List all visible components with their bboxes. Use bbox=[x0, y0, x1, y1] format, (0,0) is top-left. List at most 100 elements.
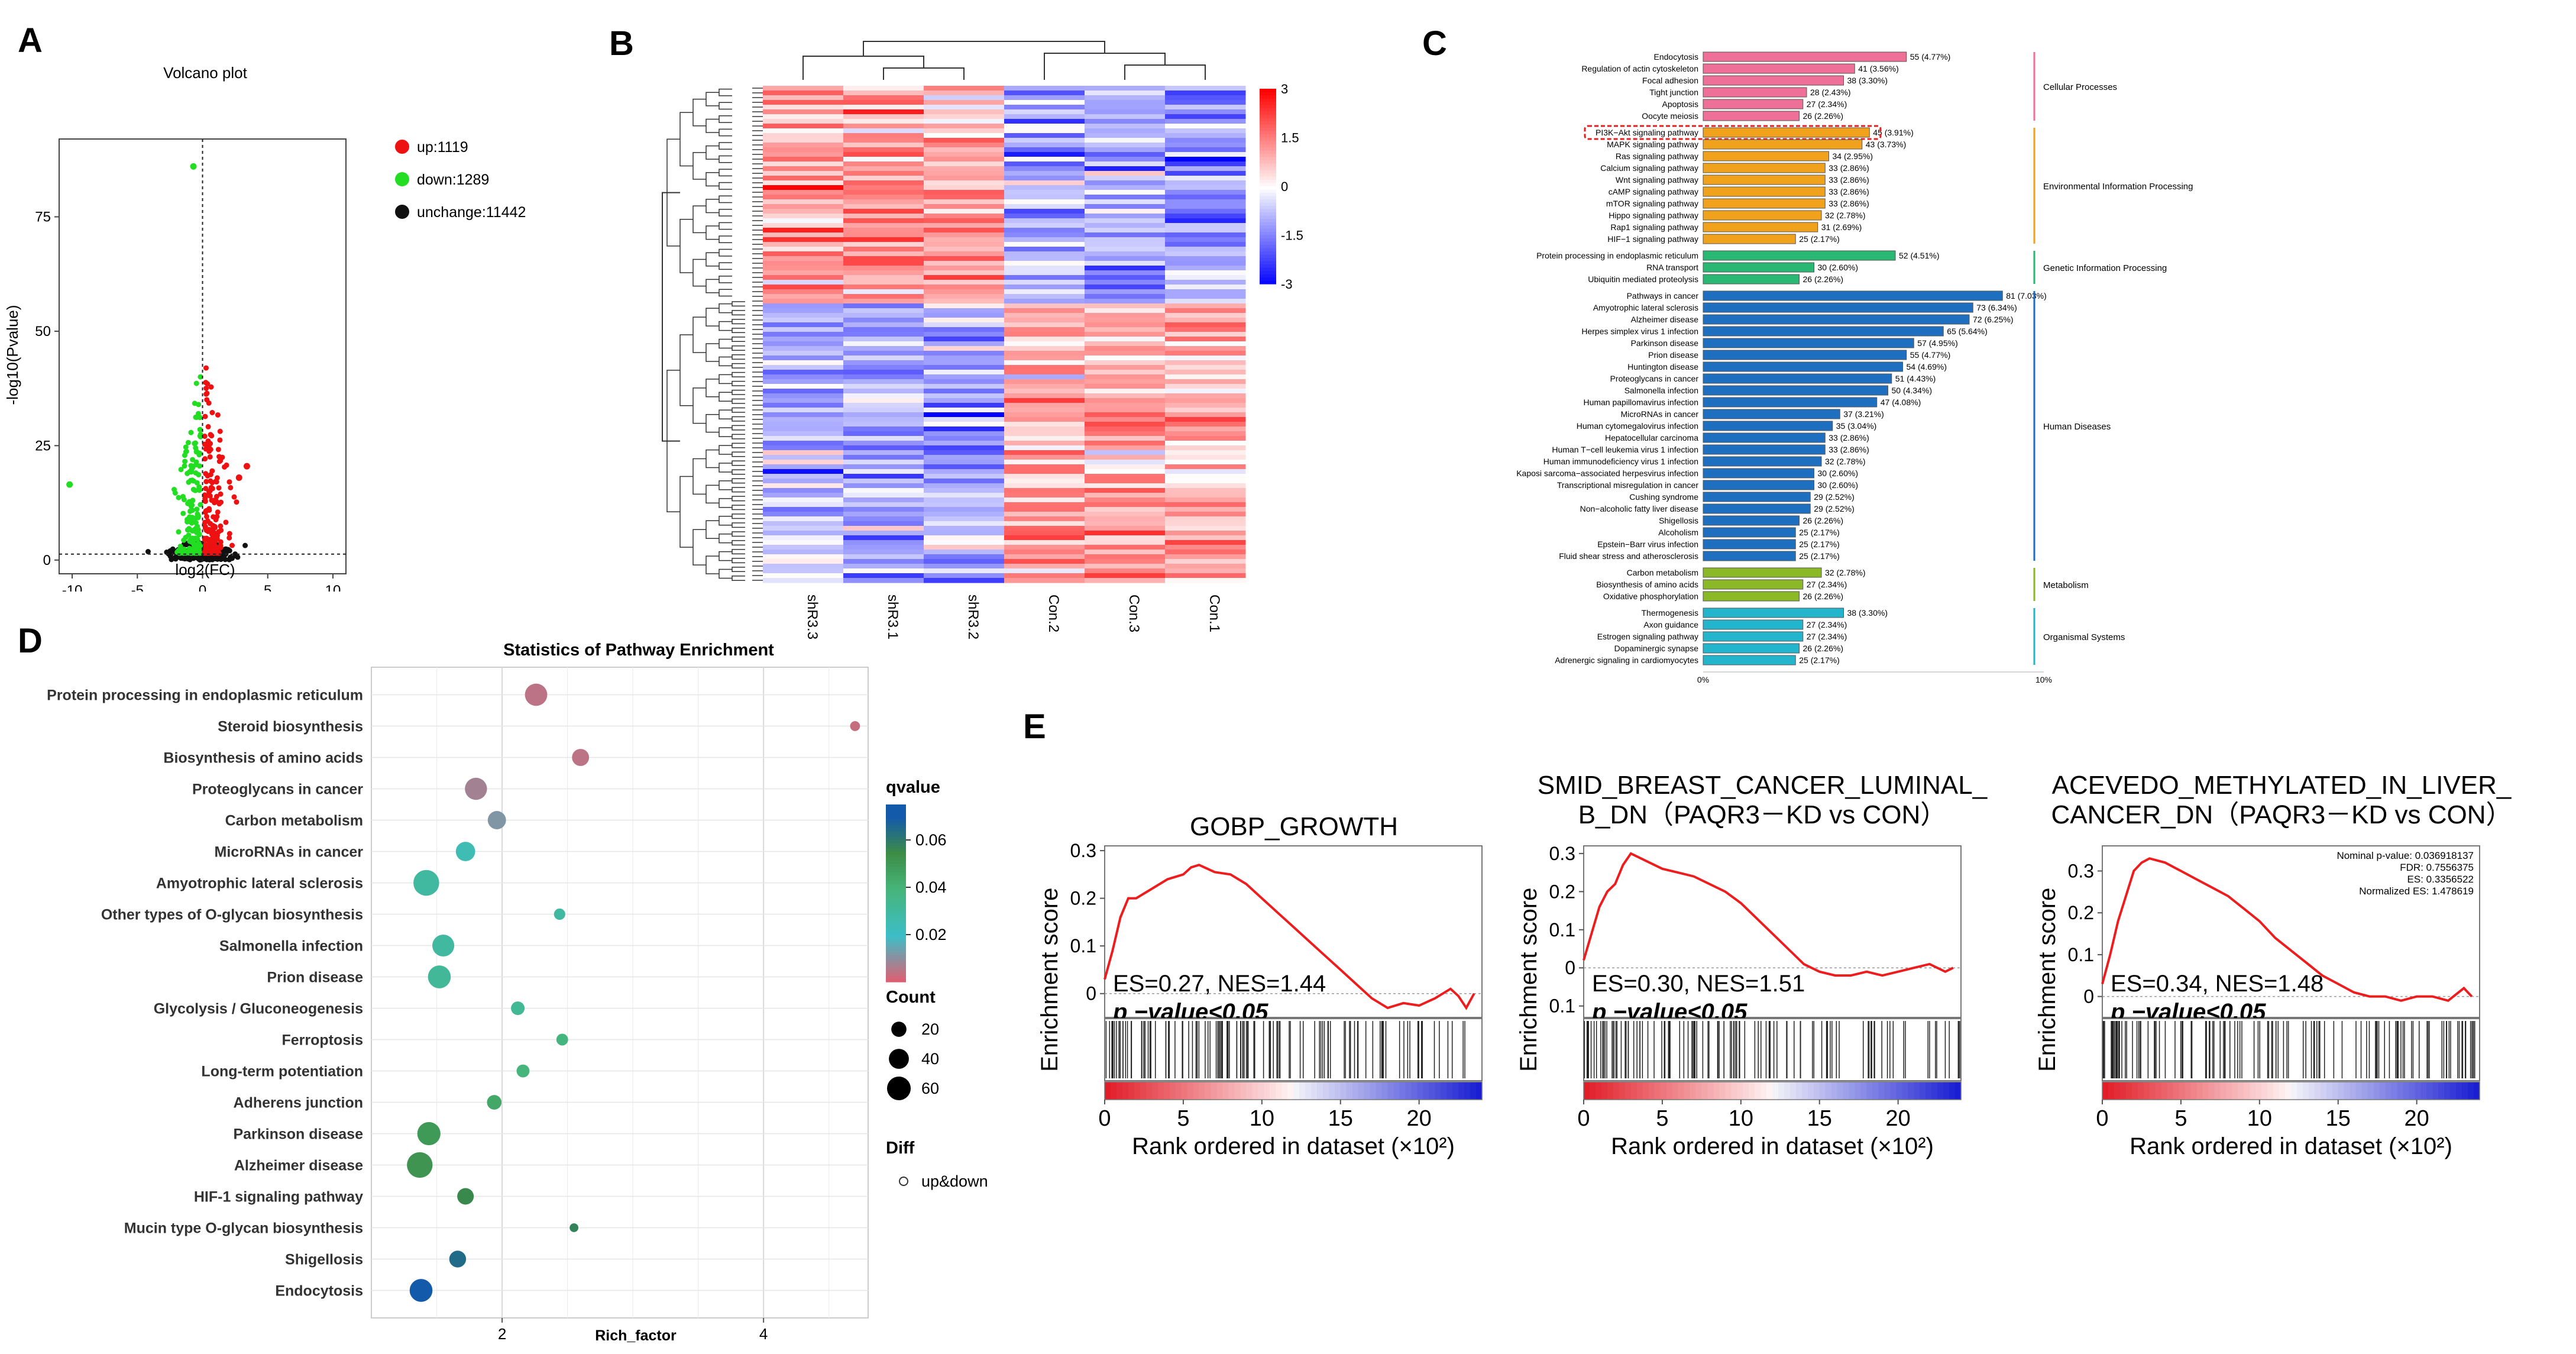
heatmap-cell bbox=[843, 341, 924, 347]
gsea-rank-gradient bbox=[1707, 1082, 1714, 1100]
heatmap-cell bbox=[924, 398, 1005, 403]
heatmap-cell bbox=[1004, 143, 1085, 148]
kegg-bar-label: Oxidative phosphorylation bbox=[1603, 592, 1698, 601]
dendrogram-branch bbox=[719, 568, 732, 579]
heatmap-cell bbox=[1004, 114, 1085, 119]
heatmap-cell bbox=[1004, 488, 1085, 493]
heatmap-cell bbox=[1165, 261, 1246, 266]
heatmap-cell bbox=[843, 124, 924, 129]
heatmap-cell bbox=[1165, 464, 1246, 470]
heatmap-cell bbox=[843, 464, 924, 470]
kegg-bar bbox=[1703, 51, 1907, 62]
gsea-rank-gradient bbox=[1884, 1082, 1891, 1100]
heatmap-cell bbox=[763, 493, 844, 498]
gsea-rank-gradient bbox=[1766, 1082, 1773, 1100]
heatmap-cell bbox=[924, 516, 1005, 522]
heatmap-cell bbox=[924, 128, 1005, 134]
heatmap-cell bbox=[843, 138, 924, 143]
bubble-title: Statistics of Pathway Enrichment bbox=[503, 641, 774, 660]
heatmap-cell bbox=[924, 261, 1005, 266]
heatmap-cell bbox=[1085, 445, 1166, 451]
gsea-y-tick-label: 0.2 bbox=[1070, 888, 1096, 909]
heatmap-cell bbox=[924, 190, 1005, 195]
volcano-point-down bbox=[197, 415, 203, 421]
gsea-rank-gradient bbox=[2361, 1082, 2368, 1100]
heatmap-cell bbox=[1004, 270, 1085, 276]
heatmap-cell bbox=[1165, 180, 1246, 186]
kegg-bar-value: 26 (2.26%) bbox=[1803, 592, 1843, 601]
heatmap-cell bbox=[763, 554, 844, 560]
heatmap-cell bbox=[1085, 464, 1166, 470]
heatmap-cell bbox=[843, 337, 924, 342]
qvalue-colorbar-segment bbox=[886, 943, 906, 947]
volcano-plot: Volcano plot -10 -5 0 5 10 0 25 50 75 -log10(Pva… bbox=[4, 64, 526, 592]
dendrogram-branch bbox=[719, 128, 732, 137]
kegg-bar-label: Ubiquitin mediated proteolysis bbox=[1588, 274, 1698, 284]
dendrogram-branch bbox=[719, 155, 732, 163]
volcano-x-tick-label: 10 bbox=[325, 583, 341, 592]
heatmap-cell bbox=[924, 171, 1005, 176]
kegg-bar-label: Parkinson disease bbox=[1631, 338, 1699, 348]
heatmap-cell bbox=[843, 412, 924, 418]
count-legend-marker bbox=[891, 1022, 907, 1037]
heatmap-cell bbox=[1085, 474, 1166, 479]
heatmap-cell bbox=[1004, 479, 1085, 484]
volcano-point-unchange bbox=[226, 548, 232, 554]
heatmap-cell bbox=[924, 157, 1005, 162]
heatmap-cell bbox=[763, 308, 844, 314]
heatmap-cell bbox=[1004, 351, 1085, 356]
count-legend-title: Count bbox=[886, 988, 936, 1007]
colorbar-segment bbox=[1260, 131, 1276, 135]
heatmap-cell bbox=[763, 365, 844, 370]
heatmap-cell bbox=[924, 124, 1005, 129]
gsea-rank-gradient bbox=[1270, 1082, 1276, 1100]
dendrogram-branch bbox=[706, 172, 719, 187]
gsea-rank-gradient bbox=[2415, 1082, 2421, 1100]
heatmap-cell bbox=[1004, 128, 1085, 134]
heatmap-cell bbox=[1165, 365, 1246, 370]
gsea-rank-gradient bbox=[1737, 1082, 1743, 1100]
heatmap-cell bbox=[1165, 545, 1246, 550]
gsea-rank-gradient bbox=[1719, 1082, 1726, 1100]
gsea-rank-gradient bbox=[2179, 1082, 2186, 1100]
gsea-rank-gradient bbox=[2173, 1082, 2180, 1100]
heatmap-cell bbox=[924, 166, 1005, 172]
qvalue-colorbar-segment bbox=[886, 929, 906, 932]
dendrogram-branch bbox=[719, 115, 732, 123]
heatmap-cell bbox=[1085, 322, 1166, 328]
heatmap-column-label: Con.3 bbox=[1126, 594, 1142, 632]
dendrogram-branch bbox=[719, 235, 732, 244]
heatmap-cell bbox=[1085, 497, 1166, 503]
heatmap-cell bbox=[924, 214, 1005, 219]
gsea-rank-gradient bbox=[2261, 1082, 2268, 1100]
qvalue-colorbar-segment bbox=[886, 902, 906, 906]
heatmap-cell bbox=[1004, 483, 1085, 489]
heatmap-cell bbox=[843, 483, 924, 489]
heatmap-cell bbox=[1085, 398, 1166, 403]
colorbar-segment bbox=[1260, 215, 1276, 219]
gsea-hits-frame bbox=[1104, 1018, 1483, 1081]
gsea-rank-gradient bbox=[1896, 1082, 1902, 1100]
dendrogram-branch bbox=[732, 345, 745, 351]
heatmap-cell bbox=[1165, 232, 1246, 238]
heatmap-cell bbox=[1165, 550, 1246, 555]
heatmap-cell bbox=[1165, 285, 1246, 290]
heatmap-cell bbox=[924, 266, 1005, 271]
heatmap-cell bbox=[763, 351, 844, 356]
kegg-bar-value: 28 (2.43%) bbox=[1810, 88, 1850, 97]
heatmap-cell bbox=[1165, 332, 1246, 337]
kegg-bar-label: Alzheimer disease bbox=[1631, 315, 1699, 324]
volcano-point-up bbox=[226, 531, 232, 537]
heatmap-cell bbox=[924, 242, 1005, 247]
colorbar-tick-label: 0 bbox=[1281, 179, 1288, 194]
gsea-rank-gradient bbox=[1470, 1082, 1477, 1100]
qvalue-colorbar-segment bbox=[886, 955, 906, 959]
heatmap-cell bbox=[924, 526, 1005, 531]
heatmap-cell bbox=[1165, 360, 1246, 366]
heatmap-cell bbox=[1004, 497, 1085, 503]
gsea-rank-gradient bbox=[1145, 1082, 1153, 1100]
heatmap-cell bbox=[1165, 493, 1246, 498]
heatmap-row-dendrogram bbox=[662, 88, 763, 581]
heatmap-cell bbox=[924, 507, 1005, 512]
heatmap-cell bbox=[843, 251, 924, 257]
